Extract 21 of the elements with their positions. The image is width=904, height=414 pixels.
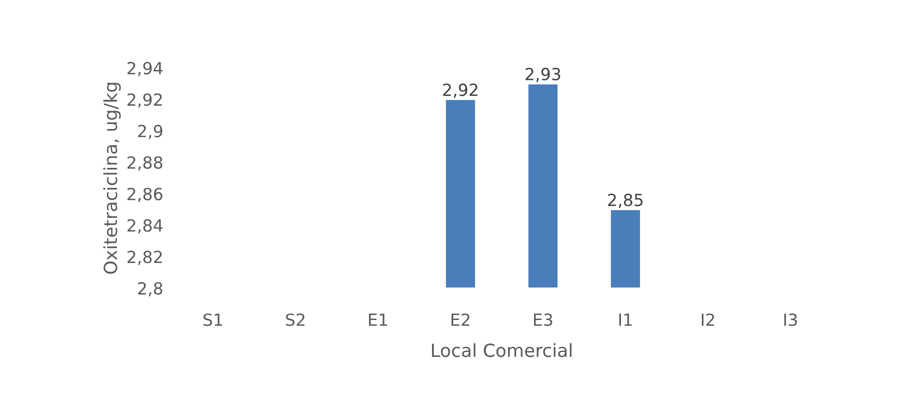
y-tick-label: 2,84	[128, 219, 162, 234]
x-tick-label: S2	[286, 313, 304, 326]
y-tick-label: 2,86	[128, 188, 162, 202]
x-tick-label: E2	[452, 313, 470, 326]
x-tick-label: E3	[534, 313, 552, 326]
x-tick-label: I1	[619, 314, 632, 326]
x-tick-label: I3	[784, 313, 797, 326]
y-tick-label: 2,92	[128, 93, 162, 108]
x-axis-title: Local Comercial	[432, 343, 572, 358]
y-tick-label: 2,94	[128, 62, 162, 76]
y-tick-label: 2,8	[138, 282, 162, 296]
data-label: 2,85	[608, 194, 643, 208]
data-label: 2,92	[443, 84, 478, 98]
y-tick-label: 2,82	[128, 250, 162, 265]
y-tick-label: 2,9	[138, 124, 162, 140]
data-label: 2,93	[526, 68, 560, 82]
y-tick-label: 2,88	[128, 156, 162, 171]
x-tick-label: E1	[369, 314, 388, 326]
x-tick-label: I2	[702, 313, 714, 326]
x-tick-label: S1	[204, 313, 222, 326]
y-axis-title: Oxitetraciclina, ug/kg	[103, 82, 121, 274]
